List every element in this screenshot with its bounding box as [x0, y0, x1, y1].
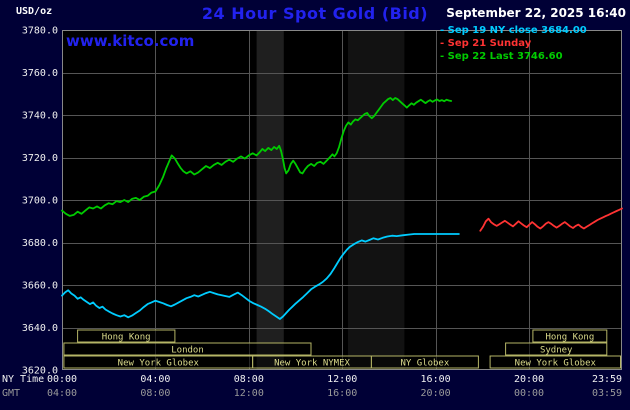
y-tick-label: 3640.0	[22, 323, 58, 334]
session-box	[63, 342, 312, 356]
chart-title: 24 Hour Spot Gold (Bid)	[201, 4, 429, 23]
x-tick-label-gmt: 03:59	[592, 388, 622, 399]
y-tick-label: 3700.0	[22, 196, 58, 207]
plot-frame	[62, 30, 622, 370]
legend-item-sep22: - Sep 22 Last 3746.60	[440, 51, 563, 62]
y-tick-label: 3780.0	[22, 26, 58, 37]
y-axis-unit-label: USD/oz	[16, 6, 53, 17]
series-line-sep21	[479, 207, 623, 232]
session-label: Hong Kong	[546, 333, 595, 343]
x-axis-ny-labels: 00:00 04:00 08:00 12:00 16:00 20:00 23:59	[47, 374, 622, 385]
x-tick-label-ny: 20:00	[514, 374, 544, 385]
session-label: New York Globex	[515, 359, 597, 369]
session-box	[489, 355, 621, 369]
x-tick-label-ny: 04:00	[140, 374, 170, 385]
legend-item-sep21: - Sep 21 Sunday	[440, 38, 532, 49]
x-tick-label-gmt: 04:00	[47, 388, 77, 399]
x-tick-label-ny: 08:00	[234, 374, 264, 385]
session-box	[505, 342, 608, 356]
legend-item-sep19_close: - Sep 19 NY close 3684.00	[440, 25, 587, 36]
session-label: Sydney	[540, 346, 573, 356]
y-tick-label: 3620.0	[22, 366, 58, 377]
session-box	[370, 355, 479, 369]
session-box	[77, 329, 176, 343]
x-tick-label-ny: 00:00	[47, 374, 77, 385]
ny-time-caption: NY Time	[2, 374, 44, 385]
grid-lines	[62, 30, 622, 370]
chart-datetime: September 22, 2025 16:40	[446, 6, 626, 20]
session-box	[532, 329, 608, 343]
session-label: New York NYMEX	[274, 359, 350, 369]
x-tick-label-gmt: 20:00	[421, 388, 451, 399]
x-tick-label-ny: 16:00	[421, 374, 451, 385]
session-boxes: Hong Kong Hong Kong London Sydney New York G…	[63, 329, 621, 369]
y-tick-label: 3680.0	[22, 238, 58, 249]
series-line-sep22	[61, 97, 453, 217]
session-label: London	[171, 346, 204, 356]
session-label: NY Globex	[401, 359, 450, 369]
x-tick-label-gmt: 16:00	[327, 388, 357, 399]
x-tick-label-gmt: 00:00	[514, 388, 544, 399]
x-tick-label-gmt: 12:00	[234, 388, 264, 399]
session-label: New York Globex	[118, 359, 200, 369]
y-tick-label: 3720.0	[22, 153, 58, 164]
y-tick-label: 3760.0	[22, 68, 58, 79]
x-tick-label-gmt: 08:00	[140, 388, 170, 399]
y-tick-label: 3740.0	[22, 111, 58, 122]
chart-legend: - Sep 19 NY close 3684.00 - Sep 21 Sunday…	[440, 24, 587, 63]
y-axis-labels: 3780.0 3760.0 3740.0 3720.0 3700.0 3680.0 3660…	[22, 26, 58, 377]
x-tick-label-ny: 23:59	[592, 374, 622, 385]
x-tick-label-ny: 12:00	[327, 374, 357, 385]
gmt-caption: GMT	[2, 388, 20, 399]
y-tick-label: 3660.0	[22, 281, 58, 292]
kitco-watermark: www.kitco.com	[66, 32, 195, 50]
series-line-sep19_close	[61, 233, 460, 320]
x-axis-gmt-labels: 04:00 08:00 12:00 16:00 20:00 00:00 03:59	[47, 388, 622, 399]
session-label: Hong Kong	[102, 333, 151, 343]
